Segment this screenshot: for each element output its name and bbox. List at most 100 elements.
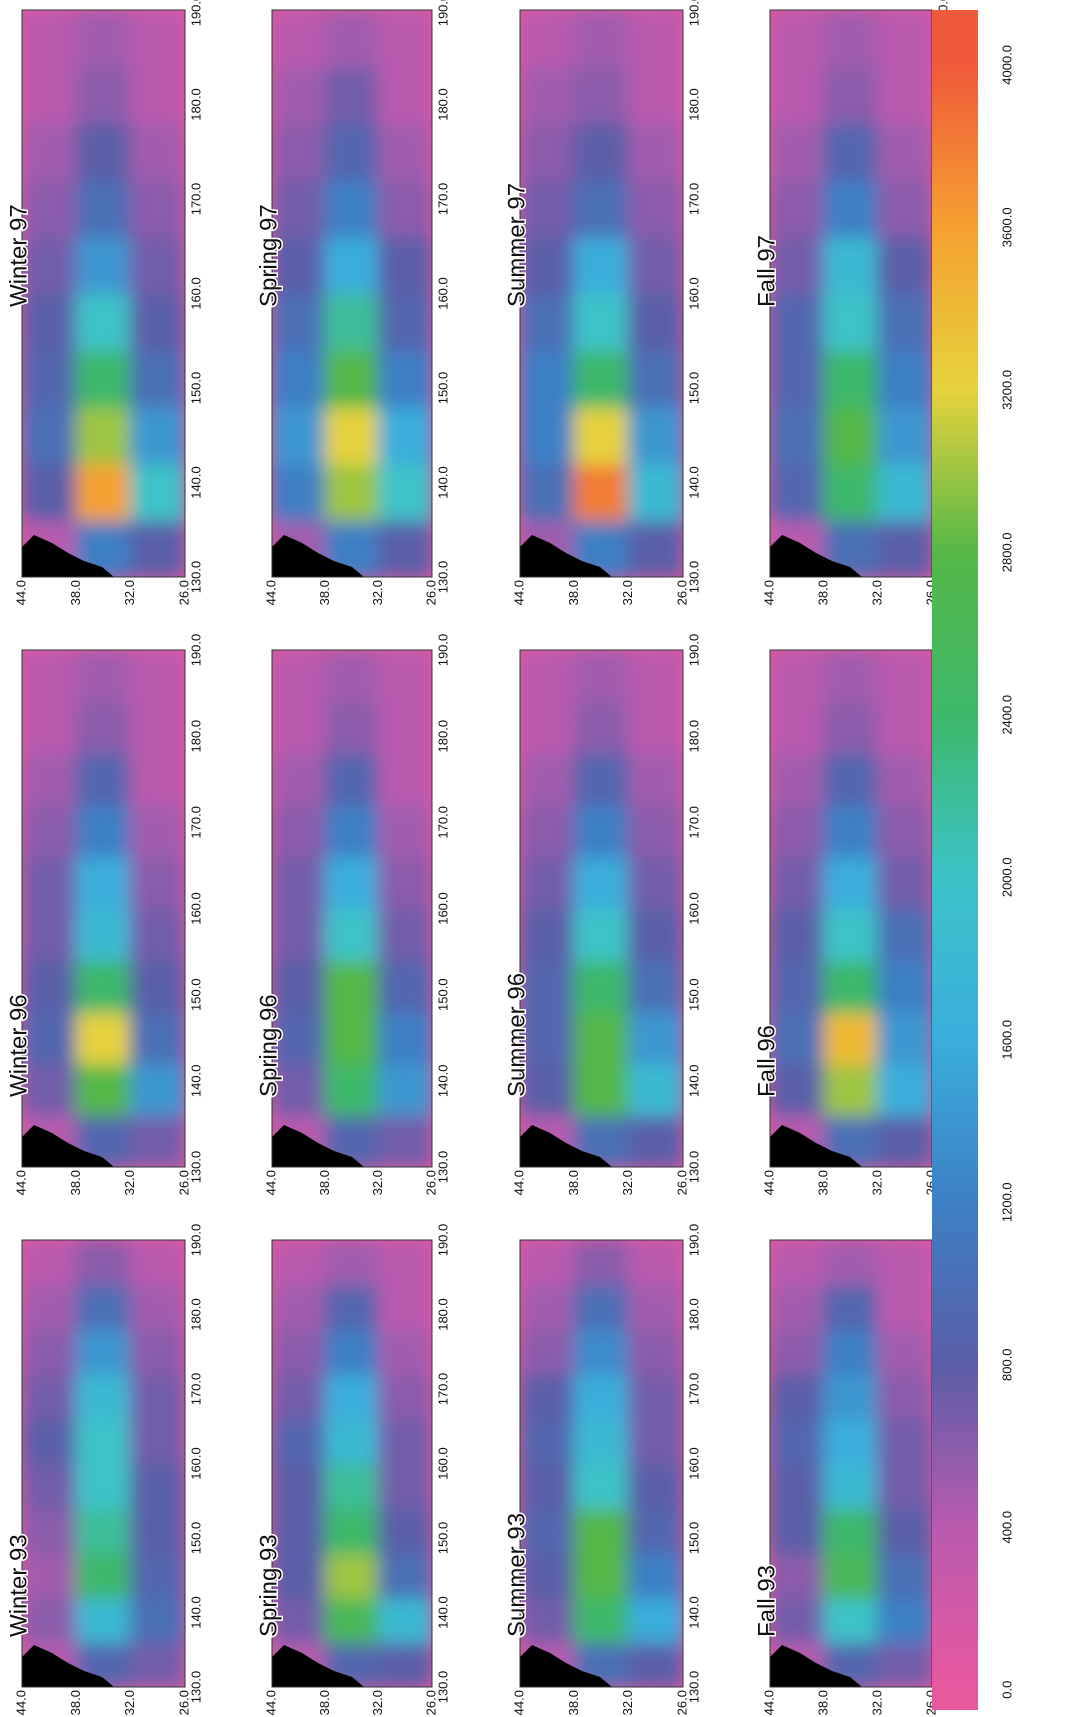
- heat-cell: [377, 179, 432, 238]
- lon-tick-label: 190.0: [435, 0, 450, 26]
- heat-cell: [573, 752, 630, 807]
- heat-cell: [272, 752, 327, 807]
- heat-cell: [324, 122, 380, 182]
- heat-cell: [877, 959, 932, 1013]
- heat-cell: [573, 1010, 630, 1065]
- heat-cell: [272, 1010, 327, 1065]
- heat-cells: [272, 10, 432, 577]
- heat-cell: [22, 1283, 78, 1331]
- heat-cell: [272, 1551, 327, 1599]
- heat-cell: [573, 1417, 630, 1465]
- heat-cell: [272, 235, 327, 295]
- land: [770, 1645, 862, 1687]
- heat-cell: [627, 519, 683, 577]
- lat-tick-label: 32.0: [122, 580, 137, 605]
- heat-cell: [573, 804, 630, 858]
- heat-cells: [520, 10, 683, 577]
- heat-cell: [75, 405, 132, 465]
- heat-cell: [823, 650, 879, 703]
- lon-tick-label: 130.0: [686, 1671, 701, 1704]
- heat-cell: [377, 1283, 432, 1331]
- heat-cell: [272, 650, 327, 703]
- heat-cell: [573, 1596, 630, 1644]
- heat-cell: [520, 1062, 576, 1117]
- heat-cell: [770, 1283, 825, 1331]
- lat-tick-label: 32.0: [869, 1690, 884, 1715]
- heat-cell: [770, 1062, 825, 1117]
- lat-tick-label: 26.0: [674, 580, 689, 605]
- heat-cell: [520, 292, 576, 352]
- heat-cell: [823, 235, 879, 295]
- lon-tick-label: 180.0: [188, 720, 203, 753]
- map-area: [520, 10, 683, 577]
- heat-cell: [22, 349, 78, 408]
- lat-tick-label: 32.0: [122, 1170, 137, 1195]
- lon-tick-label: 140.0: [435, 1065, 450, 1098]
- heat-cell: [22, 1010, 78, 1065]
- heat-cell: [129, 292, 185, 352]
- heat-cell: [770, 650, 825, 703]
- heat-cell: [627, 65, 683, 125]
- heat-cell: [573, 959, 630, 1013]
- heat-cell: [324, 1328, 380, 1376]
- heat-cell: [520, 122, 576, 182]
- heat-cell: [22, 752, 78, 807]
- lon-tick-label: 180.0: [686, 88, 701, 121]
- panel-title: Spring 93: [255, 1534, 282, 1637]
- heat-cells: [272, 650, 432, 1167]
- map-frame: [21, 1239, 186, 1688]
- colorbar-tick-label: 400.0: [999, 1511, 1014, 1544]
- heat-cells: [272, 1240, 432, 1687]
- heat-cell: [520, 700, 576, 755]
- heat-cell: [573, 1551, 630, 1599]
- heat-cell: [627, 959, 683, 1013]
- heat-cell: [573, 650, 630, 703]
- lon-tick-label: 130.0: [188, 1671, 203, 1704]
- lon-tick-label: 170.0: [188, 1373, 203, 1406]
- heat-cell: [75, 1062, 132, 1117]
- heat-cell: [823, 1328, 879, 1376]
- heat-cell: [877, 405, 932, 465]
- heat-cell: [75, 752, 132, 807]
- heat-cell: [324, 804, 380, 858]
- heat-cell: [520, 959, 576, 1013]
- lon-tick-label: 170.0: [435, 1373, 450, 1406]
- heat-cell: [877, 1114, 932, 1167]
- heat-cell: [573, 1240, 630, 1286]
- panel-title: Winter 93: [5, 1534, 32, 1637]
- heat-cell: [823, 1507, 879, 1554]
- heat-cell: [627, 650, 683, 703]
- lat-tick-label: 32.0: [370, 580, 385, 605]
- panel-title: Summer 93: [503, 1513, 530, 1637]
- land: [22, 1645, 114, 1687]
- heat-cell: [377, 1596, 432, 1644]
- heat-cell: [823, 1462, 879, 1510]
- heat-cell: [627, 292, 683, 352]
- lat-tick-label: 44.0: [263, 1170, 278, 1195]
- heat-cell: [520, 1283, 576, 1331]
- heat-cell: [877, 1596, 932, 1644]
- heat-cell: [377, 235, 432, 295]
- lon-tick-label: 150.0: [188, 978, 203, 1011]
- heat-cell: [75, 959, 132, 1013]
- heat-cell: [129, 1062, 185, 1117]
- colorbar-tick-label: 2800.0: [999, 532, 1014, 572]
- heat-cell: [324, 1417, 380, 1465]
- colorbar-tick-label: 2400.0: [999, 695, 1014, 735]
- panel-title: Spring 96: [255, 994, 282, 1097]
- heat-cell: [823, 10, 879, 68]
- lon-tick-label: 130.0: [435, 1671, 450, 1704]
- heat-cell: [129, 752, 185, 807]
- heat-cell: [377, 349, 432, 408]
- heat-cell: [770, 907, 825, 962]
- heat-cell: [129, 462, 185, 522]
- lon-tick-label: 180.0: [686, 1298, 701, 1331]
- land: [770, 1125, 862, 1167]
- map-area: [272, 650, 432, 1167]
- heat-cell: [22, 1507, 78, 1554]
- heat-cell: [573, 1062, 630, 1117]
- heat-cell: [129, 122, 185, 182]
- heat-cell: [770, 855, 825, 910]
